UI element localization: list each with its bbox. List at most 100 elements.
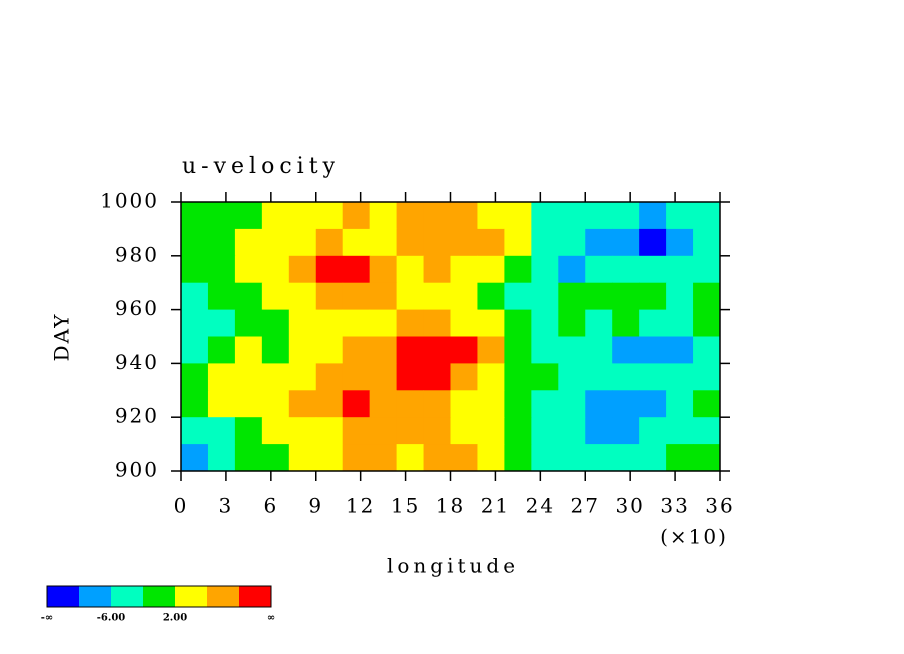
cell — [477, 363, 505, 391]
cell — [450, 309, 478, 337]
cell — [477, 282, 505, 311]
x-tick-label: 0 — [174, 494, 189, 518]
cell — [181, 228, 209, 257]
cell — [477, 255, 505, 284]
cell — [181, 363, 209, 391]
cell — [261, 336, 290, 364]
x-tick-label: 36 — [705, 494, 734, 518]
cell — [504, 417, 532, 445]
cell — [181, 390, 209, 418]
x-tick-label: 3 — [219, 494, 234, 518]
cell — [504, 309, 532, 337]
cell — [261, 309, 290, 337]
cell — [666, 282, 694, 311]
cell — [585, 202, 613, 230]
cell — [504, 390, 532, 418]
cell — [315, 255, 344, 284]
x-tick-label: 9 — [308, 494, 323, 518]
cell — [612, 202, 640, 230]
cell — [234, 202, 263, 230]
cell — [261, 282, 290, 311]
colorbar-swatch — [175, 586, 207, 607]
cell — [181, 444, 209, 472]
cell — [315, 336, 344, 364]
cell — [531, 417, 559, 445]
cell — [558, 444, 586, 472]
cell — [396, 282, 425, 311]
cell — [288, 363, 317, 391]
x-tick-label: 12 — [346, 494, 375, 518]
cell — [261, 255, 290, 284]
cell — [342, 309, 371, 337]
cell — [207, 309, 236, 337]
cell — [558, 417, 586, 445]
cell — [396, 363, 425, 391]
cell — [315, 363, 344, 391]
cell — [342, 444, 371, 472]
cell — [477, 309, 505, 337]
cell — [396, 202, 425, 230]
cell — [612, 228, 640, 257]
cell — [612, 255, 640, 284]
cell — [504, 255, 532, 284]
cell — [531, 363, 559, 391]
x-scale-label: (×10) — [660, 525, 728, 549]
cell — [288, 282, 317, 311]
cell — [450, 390, 478, 418]
cell — [531, 255, 559, 284]
cell — [207, 202, 236, 230]
cell — [342, 336, 371, 364]
cell — [558, 255, 586, 284]
cell — [666, 363, 694, 391]
cell — [342, 390, 371, 418]
cell — [288, 228, 317, 257]
cell — [639, 336, 667, 364]
colorbar-swatch — [207, 586, 239, 607]
cell — [342, 228, 371, 257]
cell — [396, 417, 425, 445]
cell — [693, 363, 721, 391]
cell — [261, 390, 290, 418]
colorbar-label: ∞ — [267, 613, 275, 624]
x-tick-label: 24 — [526, 494, 555, 518]
cell — [666, 417, 694, 445]
cell — [693, 282, 721, 311]
cell — [666, 202, 694, 230]
cell — [477, 444, 505, 472]
cell — [693, 417, 721, 445]
cell — [504, 363, 532, 391]
cell — [342, 255, 371, 284]
cell — [181, 282, 209, 311]
cell — [315, 202, 344, 230]
cell — [693, 202, 721, 230]
cell — [342, 363, 371, 391]
cell — [504, 336, 532, 364]
colorbar-label: -∞ — [41, 613, 53, 624]
cell — [315, 444, 344, 472]
cell — [369, 202, 398, 230]
y-tick-label: 920 — [115, 404, 159, 428]
cell — [288, 309, 317, 337]
cell — [477, 390, 505, 418]
cell — [666, 228, 694, 257]
cell — [261, 417, 290, 445]
cell — [531, 390, 559, 418]
cell — [693, 309, 721, 337]
x-axis-label: longitude — [387, 554, 519, 578]
cell — [369, 444, 398, 472]
cell — [531, 282, 559, 311]
cell — [396, 255, 425, 284]
colorbar-frame — [46, 585, 272, 608]
cell — [369, 309, 398, 337]
cell — [477, 228, 505, 257]
cell — [288, 417, 317, 445]
cell — [234, 444, 263, 472]
cell — [585, 228, 613, 257]
cell — [639, 228, 667, 257]
cell — [504, 282, 532, 311]
x-tick-label: 15 — [391, 494, 420, 518]
cell — [181, 336, 209, 364]
x-tick-label: 18 — [436, 494, 465, 518]
y-axis-label: DAY — [50, 313, 74, 362]
cell — [181, 202, 209, 230]
